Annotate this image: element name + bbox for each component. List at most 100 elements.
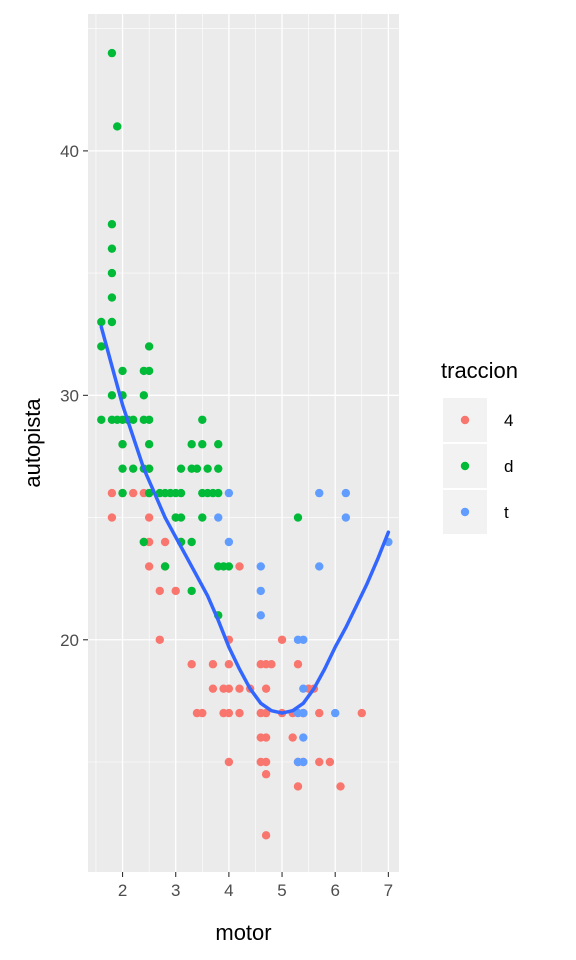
point-4 <box>261 708 271 718</box>
y-tick-label: 30 <box>60 386 79 405</box>
point-d <box>293 513 303 522</box>
point-d <box>224 562 234 571</box>
point-t <box>299 684 308 693</box>
point-d <box>128 464 138 473</box>
point-4 <box>224 708 234 718</box>
point-d <box>198 513 207 522</box>
point-d <box>139 391 149 400</box>
point-d <box>160 562 170 571</box>
point-d <box>198 415 207 424</box>
point-d <box>144 464 154 473</box>
point-t <box>224 488 234 498</box>
legend-swatch-4 <box>460 415 470 425</box>
point-t <box>299 733 308 742</box>
point-d <box>144 366 154 376</box>
legend: traccion 4 d t <box>441 358 518 534</box>
point-d <box>176 488 186 498</box>
point-4 <box>155 635 164 644</box>
point-t <box>293 708 303 718</box>
point-d <box>118 366 127 376</box>
point-d <box>144 415 154 424</box>
point-d <box>97 317 106 327</box>
point-4 <box>293 782 303 791</box>
point-t <box>256 611 265 620</box>
point-d <box>118 464 127 473</box>
point-4 <box>144 562 154 571</box>
legend-swatch-d <box>460 461 470 471</box>
point-d <box>107 48 117 58</box>
point-4 <box>224 684 234 693</box>
point-d <box>144 342 154 351</box>
point-d <box>176 464 186 473</box>
legend-swatch-t <box>460 507 470 517</box>
x-tick-label: 3 <box>171 881 180 900</box>
point-4 <box>315 708 324 718</box>
x-tick-label: 5 <box>277 881 286 900</box>
point-d <box>176 513 186 522</box>
point-d <box>107 317 117 327</box>
point-4 <box>187 660 196 669</box>
x-tick-label: 2 <box>118 881 127 900</box>
x-axis-title: motor <box>215 920 271 945</box>
point-4 <box>224 660 234 669</box>
x-tick-label: 6 <box>330 881 339 900</box>
point-t <box>299 635 308 644</box>
point-4 <box>171 586 180 596</box>
point-4 <box>107 513 117 522</box>
point-4 <box>293 660 303 669</box>
point-4 <box>261 770 271 779</box>
point-d <box>139 537 149 547</box>
point-t <box>224 537 234 547</box>
point-t <box>331 708 340 718</box>
point-d <box>118 488 127 498</box>
point-4 <box>277 635 287 644</box>
point-d <box>198 440 207 449</box>
point-d <box>113 122 122 131</box>
point-t <box>341 488 351 498</box>
point-d <box>97 415 106 424</box>
smooth-line <box>99 325 391 715</box>
legend-label-d: d <box>504 457 513 476</box>
point-d <box>208 488 218 498</box>
point-4 <box>256 757 265 767</box>
point-4 <box>288 733 297 742</box>
point-4 <box>208 684 218 693</box>
point-d <box>97 342 106 351</box>
point-4 <box>198 708 207 718</box>
point-4 <box>357 708 366 718</box>
point-d <box>214 464 223 473</box>
point-4 <box>261 733 271 742</box>
point-4 <box>144 513 154 522</box>
point-d <box>187 440 196 449</box>
point-4 <box>315 757 324 767</box>
point-d <box>144 440 154 449</box>
point-4 <box>224 757 234 767</box>
point-d <box>187 537 196 547</box>
point-d <box>107 220 117 229</box>
point-4 <box>336 782 345 791</box>
point-4 <box>235 708 244 718</box>
point-d <box>107 268 117 278</box>
point-4 <box>235 684 244 693</box>
point-t <box>256 586 265 596</box>
point-4 <box>235 562 244 571</box>
point-4 <box>325 757 335 767</box>
legend-title: traccion <box>441 358 518 383</box>
point-4 <box>208 660 218 669</box>
smooth-layer <box>99 325 391 715</box>
point-d <box>118 440 127 449</box>
point-d <box>144 488 154 498</box>
legend-label-t: t <box>504 503 509 522</box>
y-axis-title: autopista <box>20 398 45 488</box>
point-d <box>187 586 196 596</box>
point-4 <box>267 660 276 669</box>
point-d <box>192 464 202 473</box>
point-t <box>315 562 324 571</box>
y-tick-label: 40 <box>60 142 79 161</box>
point-4 <box>160 537 170 547</box>
point-4 <box>107 488 117 498</box>
point-t <box>256 562 265 571</box>
axes: 2 3 4 5 6 7 20 30 40 <box>60 142 393 900</box>
legend-label-4: 4 <box>504 411 513 430</box>
